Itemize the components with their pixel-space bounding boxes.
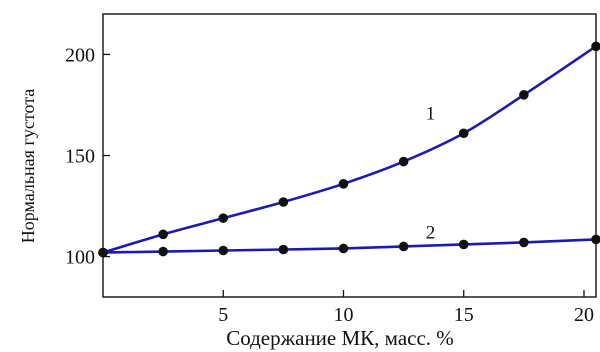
y-axis-title: Нормальная густота xyxy=(18,89,38,244)
x-tick-label: 15 xyxy=(454,304,474,326)
series-2-point xyxy=(158,246,168,257)
x-axis-ticks: 5 10 15 20 xyxy=(218,290,594,326)
series-1-point xyxy=(278,197,289,207)
plot-frame xyxy=(102,13,597,298)
series-1-point xyxy=(591,41,600,52)
series-2-point xyxy=(398,241,409,252)
series-1-point xyxy=(218,213,229,223)
y-axis-ticks: 100 150 200 xyxy=(65,44,110,269)
series-2-point xyxy=(458,239,469,250)
x-tick-label: 5 xyxy=(218,304,228,326)
series-2-point xyxy=(278,244,289,255)
series-2-point xyxy=(98,247,108,258)
series-1-point xyxy=(338,179,349,189)
series-label: 1 xyxy=(426,103,436,124)
series-label: 2 xyxy=(426,222,436,243)
x-tick-label: 10 xyxy=(333,304,353,326)
series-1-line xyxy=(102,45,597,254)
series-1-point xyxy=(458,128,469,139)
series-layer: 12 xyxy=(98,41,600,258)
series-2-point xyxy=(591,234,600,245)
series-2-point xyxy=(519,237,529,248)
series-1-point xyxy=(519,90,529,100)
y-tick-label: 200 xyxy=(65,44,95,66)
y-tick-label: 150 xyxy=(65,146,95,168)
series-1-point xyxy=(158,229,168,240)
series-1-point xyxy=(398,156,409,167)
y-tick-label: 100 xyxy=(65,247,95,269)
x-axis-title: Содержание МК, масс. % xyxy=(226,326,454,350)
x-tick-label: 20 xyxy=(574,304,594,326)
series-2-point xyxy=(338,243,349,254)
series-2-point xyxy=(218,245,229,256)
